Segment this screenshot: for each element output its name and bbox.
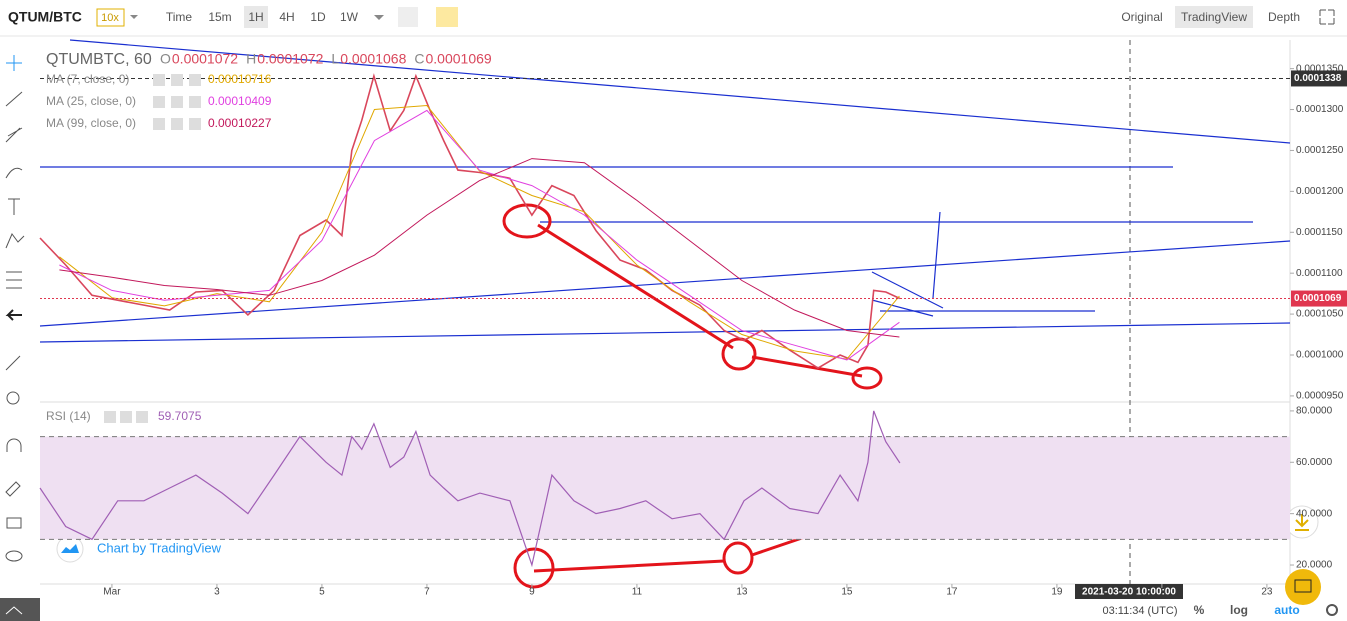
x-tick-label: 5 xyxy=(319,587,325,598)
legend-icon[interactable] xyxy=(171,96,183,108)
price-label: 0.0001069 xyxy=(1294,293,1342,304)
y-tick-label: 0.0001100 xyxy=(1296,268,1343,279)
legend-icon[interactable] xyxy=(171,118,183,130)
legend-icon[interactable] xyxy=(189,96,201,108)
leverage[interactable]: 10x xyxy=(101,12,119,24)
scale-option[interactable]: log xyxy=(1230,603,1248,617)
legend-name: MA (7, close, 0) xyxy=(46,72,129,86)
legend-value: 0.00010227 xyxy=(208,116,272,130)
rsi-value: 59.7075 xyxy=(158,409,202,423)
symbol: QTUM/BTC xyxy=(8,9,82,25)
settings-gear[interactable] xyxy=(1326,604,1338,616)
legend-icon[interactable] xyxy=(104,411,116,423)
chart-title: QTUMBTC, 60 xyxy=(46,51,152,68)
moving-average-line xyxy=(59,104,900,360)
moving-average-line xyxy=(59,158,900,338)
interval-option[interactable]: 1D xyxy=(310,10,326,24)
legend-icon[interactable] xyxy=(189,74,201,86)
interval-option[interactable]: 15m xyxy=(208,10,231,24)
watermark-icon xyxy=(61,544,79,553)
x-tick-label: 23 xyxy=(1261,587,1273,598)
y-tick-label: 0.0001150 xyxy=(1296,227,1343,238)
y-tick-label: 0.0001200 xyxy=(1296,186,1344,197)
x-tick-label: 9 xyxy=(529,587,535,598)
active-interval-bg xyxy=(244,6,268,28)
y-tick-label: 0.0000950 xyxy=(1296,391,1344,402)
drawn-trend-lines xyxy=(39,39,1291,343)
y-tick-label: 0.0001250 xyxy=(1296,145,1344,156)
y-tick-label: 80.0000 xyxy=(1296,406,1333,417)
legend-icon[interactable] xyxy=(120,411,132,423)
y-tick-label: 0.0001000 xyxy=(1296,350,1344,361)
chat-button[interactable] xyxy=(1285,569,1321,605)
ohlc-value: 0.0001069 xyxy=(426,51,492,67)
y-tick-label: 0.0001050 xyxy=(1296,309,1344,320)
ohlc-value: 0.0001072 xyxy=(172,51,238,67)
y-tick-label: 0.0001300 xyxy=(1296,104,1344,115)
x-tick-label: 17 xyxy=(946,587,958,598)
interval-option[interactable]: Time xyxy=(166,10,193,24)
active-view-bg xyxy=(1175,6,1253,28)
watermark-logo xyxy=(56,535,84,563)
x-tick-label: 19 xyxy=(1051,587,1063,598)
y-tick-label: 60.0000 xyxy=(1296,457,1333,468)
crosshair-date-box xyxy=(1075,584,1183,599)
x-tick-label: 21 xyxy=(1156,587,1168,598)
settings-button[interactable] xyxy=(436,7,458,27)
ohlc-key: C xyxy=(414,51,424,67)
legend-icon[interactable] xyxy=(189,118,201,130)
watermark[interactable]: Chart by TradingView xyxy=(97,540,222,555)
legend-icon[interactable] xyxy=(153,74,165,86)
price-label-box xyxy=(1291,290,1347,307)
legend-value: 0.00010716 xyxy=(208,72,272,86)
legend-name: MA (99, close, 0) xyxy=(46,116,136,130)
interval-option[interactable]: 1W xyxy=(340,10,359,24)
legend-value: 0.00010409 xyxy=(208,94,272,108)
moving-average-line xyxy=(59,109,900,361)
ohlc-key: L xyxy=(331,51,339,67)
crosshair-date: 2021-03-20 10:00:00 xyxy=(1082,587,1176,598)
rsi-title: RSI (14) xyxy=(46,409,91,423)
ohlc-value: 0.0001068 xyxy=(340,51,406,67)
x-tick-label: 7 xyxy=(424,587,430,598)
interval-option[interactable]: 1H xyxy=(248,10,263,24)
legend-name: MA (25, close, 0) xyxy=(46,94,136,108)
x-tick-label: Mar xyxy=(103,587,121,598)
legend-icon[interactable] xyxy=(171,74,183,86)
x-tick-label: 15 xyxy=(841,587,853,598)
view-option[interactable]: Original xyxy=(1121,10,1162,24)
rsi-band xyxy=(40,436,1290,540)
legend-icon[interactable] xyxy=(136,411,148,423)
view-option[interactable]: TradingView xyxy=(1181,10,1247,24)
legend-icon[interactable] xyxy=(153,96,165,108)
x-tick-label: 11 xyxy=(632,587,643,598)
ohlc-key: H xyxy=(246,51,256,67)
clock: 03:11:34 (UTC) xyxy=(1103,605,1178,617)
view-option[interactable]: Depth xyxy=(1268,10,1300,24)
download-icon xyxy=(1295,514,1309,531)
rsi-line xyxy=(39,410,901,568)
x-tick-label: 3 xyxy=(214,587,220,598)
price-label: 0.0001338 xyxy=(1294,73,1342,84)
chat-icon xyxy=(1294,579,1312,593)
collapse-toggle[interactable] xyxy=(0,598,40,621)
leverage-box xyxy=(96,8,125,27)
price-label-box xyxy=(1291,70,1347,87)
fullscreen-icon[interactable] xyxy=(1319,9,1335,25)
y-tick-label: 40.0000 xyxy=(1296,508,1333,519)
y-tick-label: 0.0001350 xyxy=(1296,63,1344,74)
indicator-button[interactable] xyxy=(398,7,418,27)
scale-option[interactable]: auto xyxy=(1274,603,1299,617)
scale-option[interactable]: % xyxy=(1194,603,1205,617)
collapse-icon xyxy=(5,606,23,615)
left-tool-icons[interactable] xyxy=(5,55,25,562)
y-tick-label: 20.0000 xyxy=(1296,560,1333,571)
ohlc-value: 0.0001072 xyxy=(257,51,323,67)
ohlc-key: O xyxy=(160,51,171,67)
x-tick-label: 13 xyxy=(736,587,748,598)
legend-icon[interactable] xyxy=(153,118,165,130)
interval-option[interactable]: 4H xyxy=(279,10,294,24)
